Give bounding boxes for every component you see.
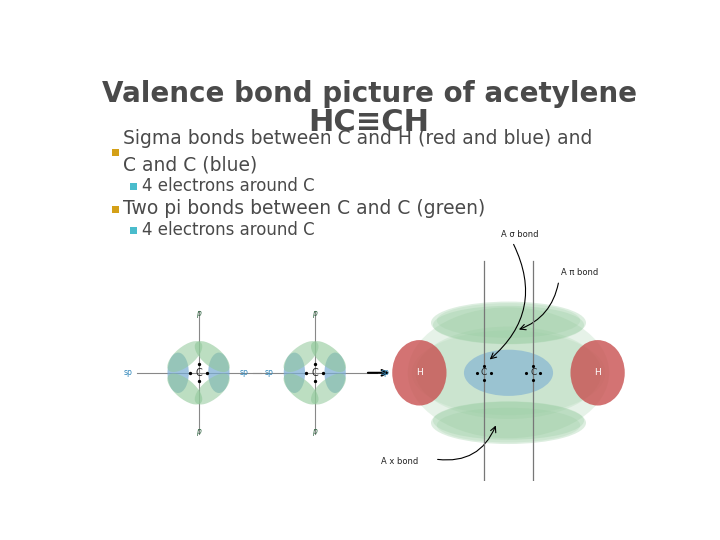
Text: A σ bond: A σ bond [500,230,539,239]
Text: H: H [594,368,601,377]
Ellipse shape [167,341,202,372]
Ellipse shape [167,374,202,404]
Text: C: C [195,368,202,378]
Ellipse shape [433,401,584,440]
Ellipse shape [464,350,553,396]
Text: Valence bond picture of acetylene: Valence bond picture of acetylene [102,80,636,108]
Ellipse shape [412,330,606,415]
Ellipse shape [284,341,318,372]
Ellipse shape [284,374,318,404]
Text: C: C [530,368,536,377]
Bar [112,206,119,213]
Text: 4 electrons around C: 4 electrons around C [142,178,315,195]
Ellipse shape [194,374,230,404]
Text: A π bond: A π bond [561,268,598,277]
Text: A x bond: A x bond [381,457,418,466]
Text: p: p [196,309,201,318]
Text: p: p [196,427,201,436]
Text: sp: sp [240,368,249,377]
Text: 4 electrons around C: 4 electrons around C [142,221,315,239]
Text: sp: sp [264,368,274,377]
Bar [112,148,119,156]
Bar [130,227,138,234]
Ellipse shape [431,402,586,444]
Text: sp: sp [381,368,390,377]
Text: p: p [312,427,318,436]
Ellipse shape [437,303,580,338]
Ellipse shape [433,306,584,345]
Text: H: H [416,368,423,377]
Text: HC≡CH: HC≡CH [308,108,430,137]
Ellipse shape [325,353,346,393]
Ellipse shape [311,374,346,404]
Ellipse shape [392,340,446,406]
Ellipse shape [408,307,609,438]
Ellipse shape [208,353,230,393]
Ellipse shape [570,340,625,406]
Ellipse shape [311,341,346,372]
Ellipse shape [194,341,230,372]
Text: p: p [312,309,318,318]
Text: sp: sp [124,368,132,377]
Ellipse shape [437,408,580,442]
Ellipse shape [284,353,305,393]
Text: Two pi bonds between C and C (green): Two pi bonds between C and C (green) [123,199,485,218]
Bar [130,184,138,190]
Text: Sigma bonds between C and H (red and blue) and
C and C (blue): Sigma bonds between C and H (red and blu… [123,129,593,174]
Ellipse shape [431,301,586,344]
Ellipse shape [168,353,189,393]
Text: C: C [480,368,487,377]
Text: C: C [311,368,318,378]
Ellipse shape [415,327,601,419]
